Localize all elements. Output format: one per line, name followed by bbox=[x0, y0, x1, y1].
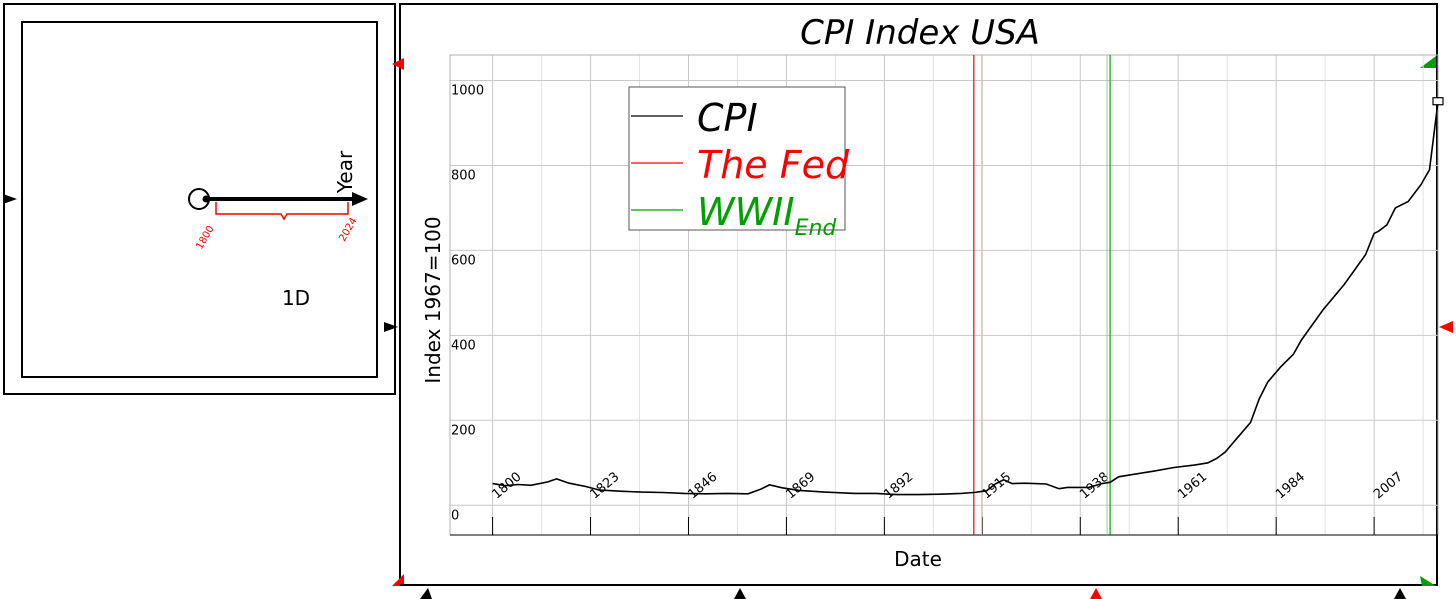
chart-title: CPI Index USA bbox=[800, 13, 1040, 53]
cpi-end-marker[interactable] bbox=[1432, 97, 1444, 106]
x-tick-label: 1823 bbox=[587, 470, 622, 503]
left-edge-marker[interactable] bbox=[3, 194, 17, 204]
cpi-chart: CPI Index USA 1800 1823 1846 1869 1892 1915 19… bbox=[421, 13, 1444, 571]
series-layer bbox=[492, 97, 1444, 496]
x-axis-label: Date bbox=[894, 547, 942, 571]
bottom-marker-1[interactable] bbox=[420, 588, 432, 599]
range-brace bbox=[215, 202, 349, 221]
range-end-label: 2024 bbox=[337, 216, 359, 244]
corner-marker-top-left[interactable] bbox=[392, 58, 404, 70]
x-tick-label: 1915 bbox=[979, 470, 1014, 503]
x-tick-label: 1846 bbox=[685, 470, 720, 503]
y-tick-label: 1000 bbox=[451, 83, 484, 98]
y-tick-label: 800 bbox=[451, 168, 476, 183]
origin-dot bbox=[202, 195, 210, 203]
year-axis-arrow[interactable] bbox=[209, 192, 368, 206]
corner-marker-top-right[interactable] bbox=[1420, 56, 1436, 68]
x-ticks: 1800 1823 1846 1869 1892 1915 1938 1961 1984 2007 bbox=[490, 470, 1406, 535]
y-axis-label: Index 1967=100 bbox=[421, 216, 445, 383]
x-tick-label: 1892 bbox=[881, 470, 916, 503]
bottom-marker-3[interactable] bbox=[1090, 588, 1102, 599]
dimension-label: 1D bbox=[282, 286, 310, 310]
legend-wwii-end-subscript: End bbox=[795, 216, 838, 241]
y-tick-label: 0 bbox=[451, 508, 459, 523]
right-edge-marker[interactable] bbox=[1439, 321, 1453, 333]
y-ticks: 0 200 400 600 800 1000 bbox=[451, 83, 484, 523]
axis-diagram: Year 1800 2024 1D bbox=[188, 150, 368, 310]
edge-markers bbox=[3, 56, 1453, 599]
y-tick-label: 200 bbox=[451, 423, 476, 438]
cpi-series-line[interactable] bbox=[492, 101, 1439, 496]
x-tick-label: 1869 bbox=[783, 470, 818, 503]
y-tick-label: 400 bbox=[451, 338, 476, 353]
y-tick-label: 600 bbox=[451, 253, 476, 268]
plot-area bbox=[449, 54, 1439, 536]
legend-cpi-label: CPI bbox=[697, 96, 758, 140]
x-tick-label: 1961 bbox=[1175, 470, 1210, 503]
year-axis-label: Year bbox=[333, 150, 357, 194]
range-start-label: 1800 bbox=[194, 224, 216, 252]
legend-box bbox=[628, 86, 846, 231]
left-panel-inner-frame bbox=[21, 21, 378, 378]
legend-the-fed-label: The Fed bbox=[697, 143, 850, 187]
left-panel-right-marker[interactable] bbox=[384, 322, 398, 332]
bottom-marker-4[interactable] bbox=[1394, 588, 1406, 599]
bottom-marker-2[interactable] bbox=[734, 588, 746, 599]
corner-marker-bottom-right[interactable] bbox=[1420, 576, 1436, 586]
x-tick-label: 2007 bbox=[1371, 470, 1406, 503]
grid bbox=[450, 55, 1438, 535]
x-tick-label: 1984 bbox=[1273, 470, 1308, 503]
corner-marker-bottom-left[interactable] bbox=[392, 574, 404, 586]
event-lines bbox=[973, 55, 1111, 535]
